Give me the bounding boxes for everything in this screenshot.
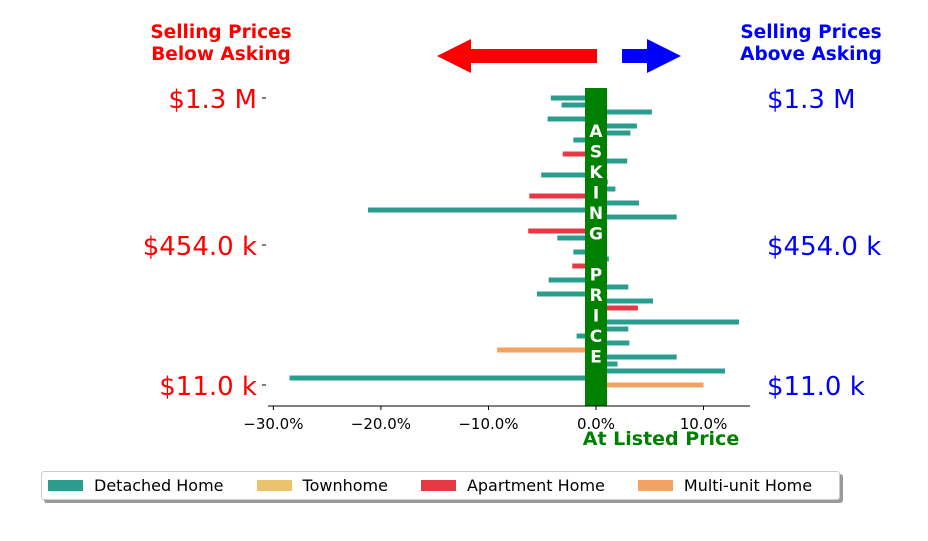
banner-letter-6: G xyxy=(589,225,603,245)
legend-item-townhome: Townhome xyxy=(256,476,388,495)
legend-item-detached: Detached Home xyxy=(48,476,224,495)
right-arrow-icon xyxy=(622,39,681,73)
bar-20 xyxy=(528,228,596,234)
bar-36 xyxy=(596,340,630,346)
bar-23 xyxy=(573,249,596,255)
x-axis: −30.0% −20.0% −10.0% 0.0% 10.0% xyxy=(243,405,750,433)
banner-letter-5: N xyxy=(589,204,603,224)
below-asking-title-line2: Below Asking xyxy=(151,44,291,65)
y-tick-label-left: $11.0 k xyxy=(159,372,257,402)
legend-label-townhome: Townhome xyxy=(302,476,388,495)
legend-label-detached: Detached Home xyxy=(94,476,224,495)
left-arrow-icon xyxy=(437,39,597,73)
y-tick-label-right: $1.3 M xyxy=(767,85,856,115)
bar-5 xyxy=(596,123,637,129)
x-tick-label: −30.0% xyxy=(243,415,303,433)
bar-37 xyxy=(497,347,596,353)
x-tick-label: 0.0% xyxy=(577,415,615,433)
x-tick-label: −20.0% xyxy=(351,415,411,433)
x-tick-label: −10.0% xyxy=(458,415,518,433)
bar-28 xyxy=(596,284,629,290)
bar-6 xyxy=(596,130,631,136)
legend-swatch-townhome xyxy=(256,480,292,491)
bar-33 xyxy=(596,319,739,325)
bar-12 xyxy=(541,172,596,178)
banner-letter-12: E xyxy=(590,348,602,368)
bar-27 xyxy=(548,277,596,283)
banner-letter-3: K xyxy=(589,163,603,183)
banner-letter-4: I xyxy=(593,184,599,204)
banner-letter-2: S xyxy=(590,143,602,163)
bar-4 xyxy=(547,116,596,122)
banner-letter-11: C xyxy=(590,327,602,347)
asking-price-bar xyxy=(585,88,607,406)
bars-layer xyxy=(289,95,739,388)
bar-21 xyxy=(557,235,596,241)
y-axis-labels: $1.3 M $454.0 k $11.0 k $1.3 M $454.0 k $11.0… xyxy=(143,85,882,402)
banner-letter-9: R xyxy=(589,286,602,306)
banner-letter-1: A xyxy=(589,122,603,142)
bar-18 xyxy=(596,214,677,220)
bar-38 xyxy=(596,354,677,360)
bar-16 xyxy=(596,200,639,206)
bar-10 xyxy=(596,158,628,164)
bar-41 xyxy=(289,375,596,381)
chart-legend: Detached Home Townhome Apartment Home Mu… xyxy=(41,471,840,500)
above-asking-title-line2: Above Asking xyxy=(740,44,882,65)
banner-letter-10: I xyxy=(593,307,599,327)
bar-42 xyxy=(596,382,704,388)
bar-25 xyxy=(572,263,596,269)
bar-1 xyxy=(550,95,596,101)
legend-swatch-multiunit xyxy=(637,480,673,491)
bar-17 xyxy=(368,207,596,213)
bar-2 xyxy=(561,102,596,108)
bar-34 xyxy=(596,326,629,332)
y-tick-label-left: $1.3 M xyxy=(168,85,257,115)
banner-letter-8: P xyxy=(590,266,602,286)
legend-label-apartment: Apartment Home xyxy=(466,476,605,495)
legend-swatch-detached xyxy=(48,480,83,491)
bar-40 xyxy=(596,368,725,374)
legend-item-multiunit: Multi-unit Home xyxy=(637,476,813,495)
bar-29 xyxy=(536,291,596,297)
legend-swatch-apartment xyxy=(420,480,456,491)
legend-item-apartment: Apartment Home xyxy=(420,476,605,495)
y-tick-label-left: $454.0 k xyxy=(143,232,257,262)
bar-31 xyxy=(596,305,638,311)
x-tick-label: 10.0% xyxy=(680,415,728,433)
bar-7 xyxy=(573,137,596,143)
legend-label-multiunit: Multi-unit Home xyxy=(683,476,813,495)
bar-3 xyxy=(596,109,652,115)
at-listed-price-label: At Listed Price xyxy=(583,428,739,450)
below-asking-title-line1: Selling Prices xyxy=(150,22,291,43)
y-tick-label-right: $11.0 k xyxy=(767,372,865,402)
bar-9 xyxy=(562,151,596,157)
y-tick-label-right: $454.0 k xyxy=(767,232,881,262)
bar-30 xyxy=(596,298,653,304)
above-asking-title-line1: Selling Prices xyxy=(740,22,881,43)
bar-15 xyxy=(529,193,596,199)
